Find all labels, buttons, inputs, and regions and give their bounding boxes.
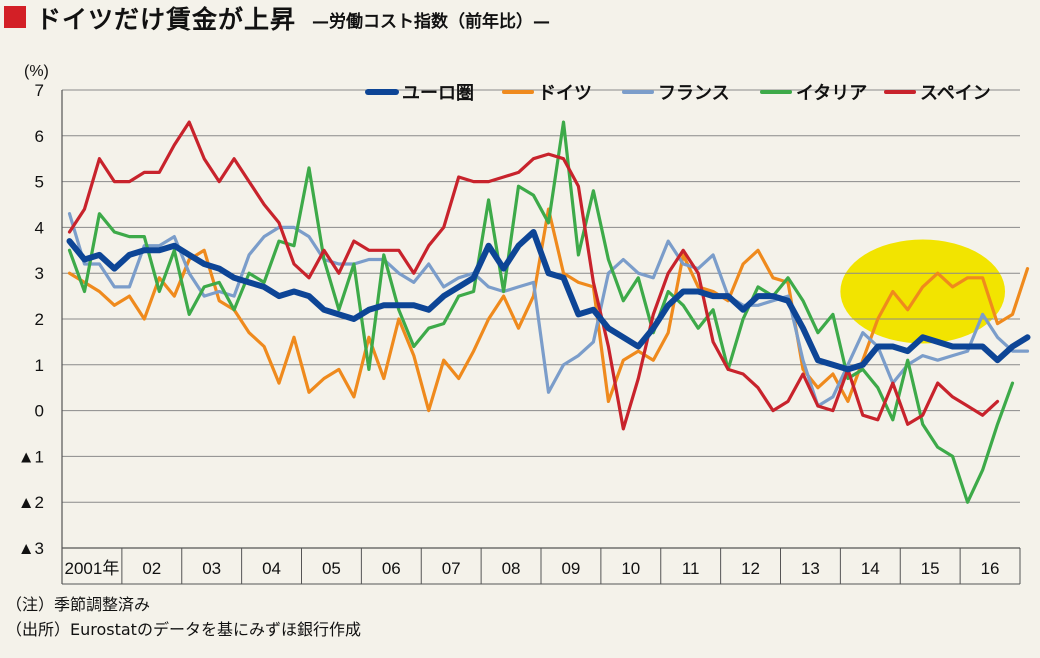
legend-label: フランス [658, 83, 730, 104]
series-line-2 [67, 207, 1030, 413]
x-tick-label: 2001年 [65, 559, 120, 578]
highlight-ellipse [840, 239, 1006, 344]
x-tick-label: 11 [682, 559, 700, 578]
legend-label: イタリア [796, 83, 867, 104]
x-tick-label: 03 [202, 559, 221, 578]
x-tick-label: 16 [981, 559, 1000, 578]
x-tick-label: 15 [921, 559, 940, 578]
x-tick-label: 05 [322, 559, 341, 578]
chart-title: ドイツだけ賃金が上昇 [36, 5, 297, 34]
y-tick-label: 4 [35, 218, 44, 237]
x-tick-label: 13 [801, 559, 820, 578]
notes: （注）季節調整済み （出所）Eurostatのデータを基にみずほ銀行作成 [6, 592, 361, 642]
x-tick-label: 10 [621, 559, 640, 578]
x-tick-label: 12 [741, 559, 760, 578]
y-tick-label: 1 [35, 356, 44, 375]
y-tick-label: ▲3 [18, 539, 44, 558]
series-line-5 [67, 120, 1000, 431]
x-tick-label: 07 [442, 559, 461, 578]
legend-label: ユーロ圏 [402, 83, 474, 104]
y-tick-label: 2 [35, 310, 44, 329]
chart-subtitle: —労働コスト指数（前年比）— [312, 12, 550, 32]
x-tick-label: 04 [262, 559, 281, 578]
series-line-3 [67, 212, 1030, 408]
legend-label: ドイツ [538, 83, 592, 104]
y-unit-label: (%) [24, 63, 49, 80]
legend-label: スペイン [920, 83, 991, 104]
x-tick-label: 14 [861, 559, 880, 578]
header: ドイツだけ賃金が上昇 —労働コスト指数（前年比）— [0, 0, 1040, 40]
y-tick-label: 0 [35, 402, 44, 421]
note-seasonal: （注）季節調整済み [6, 595, 151, 614]
y-tick-label: ▲2 [18, 493, 44, 512]
y-tick-label: 6 [35, 127, 44, 146]
note-source: （出所）Eurostatのデータを基にみずほ銀行作成 [6, 620, 361, 639]
y-tick-label: ▲1 [18, 447, 44, 466]
title-marker [4, 6, 26, 28]
series-line-1 [66, 229, 1031, 373]
x-tick-label: 06 [382, 559, 401, 578]
y-tick-label: 5 [35, 173, 44, 192]
y-tick-label: 3 [35, 264, 44, 283]
x-tick-label: 02 [142, 559, 161, 578]
x-tick-label: 09 [561, 559, 580, 578]
series-line-4 [67, 120, 1015, 504]
x-tick-label: 08 [502, 559, 521, 578]
y-tick-label: 7 [35, 81, 44, 100]
